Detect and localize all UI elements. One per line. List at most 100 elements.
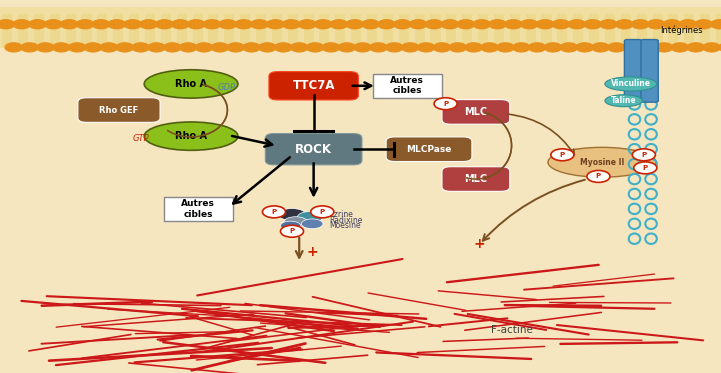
Circle shape xyxy=(37,43,54,52)
Text: Radixine: Radixine xyxy=(329,216,363,225)
Bar xyxy=(668,14,678,47)
Circle shape xyxy=(695,20,712,29)
Text: ROCK: ROCK xyxy=(295,143,332,156)
Text: MLC: MLC xyxy=(464,107,487,117)
Circle shape xyxy=(330,20,348,29)
Circle shape xyxy=(544,43,562,52)
Circle shape xyxy=(116,43,133,52)
Circle shape xyxy=(21,43,38,52)
Bar xyxy=(34,14,44,47)
Bar xyxy=(113,14,123,47)
Circle shape xyxy=(719,43,721,52)
Circle shape xyxy=(156,20,173,29)
Circle shape xyxy=(711,20,721,29)
Bar xyxy=(351,14,361,47)
Circle shape xyxy=(76,20,94,29)
Bar xyxy=(304,14,314,47)
Bar xyxy=(66,14,76,47)
Bar xyxy=(383,14,393,47)
Circle shape xyxy=(68,43,86,52)
Ellipse shape xyxy=(144,70,238,98)
Circle shape xyxy=(632,149,655,161)
Text: P: P xyxy=(596,173,601,179)
Circle shape xyxy=(346,20,363,29)
Circle shape xyxy=(600,20,617,29)
Circle shape xyxy=(314,20,332,29)
Bar xyxy=(462,14,472,47)
Text: P: P xyxy=(289,228,295,234)
Bar xyxy=(161,14,171,47)
Bar xyxy=(653,14,663,47)
Bar xyxy=(129,14,139,47)
Bar xyxy=(193,14,203,47)
Circle shape xyxy=(671,43,689,52)
FancyBboxPatch shape xyxy=(386,137,472,162)
Ellipse shape xyxy=(144,122,238,150)
FancyBboxPatch shape xyxy=(641,40,658,102)
Circle shape xyxy=(592,43,609,52)
FancyBboxPatch shape xyxy=(373,74,441,98)
Circle shape xyxy=(505,20,522,29)
Circle shape xyxy=(195,43,213,52)
Text: +: + xyxy=(306,245,318,259)
Circle shape xyxy=(262,206,286,218)
Text: Taline: Taline xyxy=(611,96,637,105)
Bar xyxy=(145,14,155,47)
Circle shape xyxy=(587,170,610,182)
Bar xyxy=(81,14,92,47)
FancyBboxPatch shape xyxy=(624,40,642,102)
Circle shape xyxy=(140,20,157,29)
Bar xyxy=(430,14,441,47)
Circle shape xyxy=(13,20,30,29)
Bar xyxy=(2,14,12,47)
Bar xyxy=(573,14,583,47)
Bar xyxy=(557,14,567,47)
Text: P: P xyxy=(642,165,648,171)
Ellipse shape xyxy=(278,209,306,220)
Circle shape xyxy=(164,43,181,52)
Circle shape xyxy=(402,43,419,52)
Circle shape xyxy=(528,43,546,52)
Bar xyxy=(446,14,456,47)
Circle shape xyxy=(362,20,379,29)
Circle shape xyxy=(489,20,506,29)
Text: P: P xyxy=(559,152,565,158)
FancyBboxPatch shape xyxy=(164,197,232,221)
Circle shape xyxy=(640,43,657,52)
Text: P: P xyxy=(271,209,277,215)
Circle shape xyxy=(45,20,62,29)
Text: P: P xyxy=(641,152,647,158)
Circle shape xyxy=(298,20,316,29)
Text: Autres
cibles: Autres cibles xyxy=(182,199,215,219)
Ellipse shape xyxy=(284,217,307,227)
Text: P: P xyxy=(443,101,448,107)
Circle shape xyxy=(180,43,197,52)
Text: Rho A: Rho A xyxy=(175,131,207,141)
Ellipse shape xyxy=(548,147,656,177)
FancyBboxPatch shape xyxy=(442,167,510,191)
Ellipse shape xyxy=(605,77,657,91)
Bar xyxy=(50,14,60,47)
Circle shape xyxy=(100,43,118,52)
Circle shape xyxy=(663,20,681,29)
Bar xyxy=(637,14,647,47)
Circle shape xyxy=(521,20,538,29)
Bar xyxy=(716,14,721,47)
Circle shape xyxy=(280,225,304,237)
Bar xyxy=(335,14,345,47)
Circle shape xyxy=(306,43,324,52)
Circle shape xyxy=(551,149,574,161)
Text: Myosine II: Myosine II xyxy=(580,158,624,167)
Circle shape xyxy=(311,206,334,218)
Text: Rho GEF: Rho GEF xyxy=(99,106,138,115)
Circle shape xyxy=(187,20,205,29)
Circle shape xyxy=(608,43,625,52)
Circle shape xyxy=(647,20,665,29)
Bar xyxy=(288,14,298,47)
Bar xyxy=(684,14,694,47)
Circle shape xyxy=(433,43,451,52)
FancyBboxPatch shape xyxy=(442,100,510,124)
Bar xyxy=(272,14,282,47)
Circle shape xyxy=(203,20,221,29)
Circle shape xyxy=(624,43,641,52)
